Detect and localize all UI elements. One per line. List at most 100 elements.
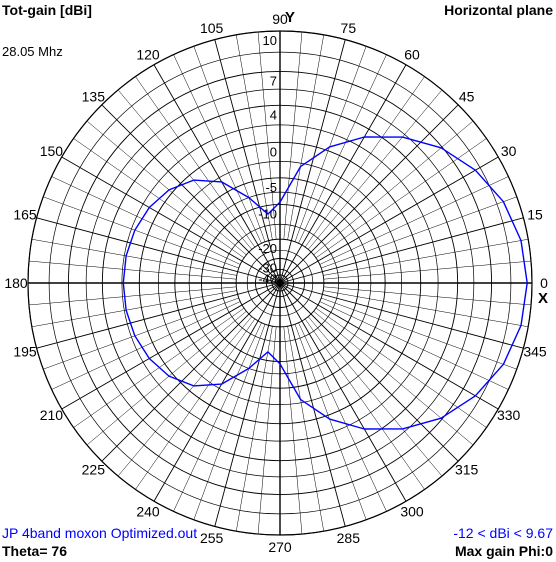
grid-spoke: [135, 76, 256, 248]
grid-spoke: [153, 282, 281, 502]
grid-spoke: [321, 297, 517, 370]
grid-spoke: [323, 286, 532, 306]
grid-spoke: [28, 260, 237, 280]
grid-spoke: [313, 120, 474, 255]
grid-spoke: [283, 326, 303, 535]
plot-title: Tot-gain [dBi]: [2, 2, 92, 18]
grid-spoke: [31, 238, 237, 276]
grid-spoke: [313, 311, 474, 446]
grid-spoke: [153, 64, 281, 284]
grid-spoke: [135, 318, 256, 490]
grid-spoke: [279, 282, 407, 502]
grid-spoke: [51, 176, 241, 265]
gain-range: -12 < dBi < 9.67: [453, 525, 553, 541]
grid-spoke: [117, 316, 252, 477]
angle-label-105: 105: [200, 20, 224, 36]
grid-spoke: [319, 176, 509, 265]
grid-spoke: [173, 322, 262, 512]
grid-spoke: [319, 301, 509, 390]
grid-spoke: [61, 282, 281, 410]
grid-spoke: [173, 54, 262, 244]
grid-spoke: [28, 286, 237, 306]
angle-label-255: 255: [200, 530, 224, 546]
angle-label-45: 45: [459, 88, 475, 104]
grid-spoke: [304, 318, 425, 490]
angle-label-165: 165: [13, 207, 37, 223]
grid-spoke: [294, 46, 367, 242]
radial-label-0: 0: [270, 144, 277, 159]
angle-label-195: 195: [13, 343, 37, 359]
x-axis-letter: X: [538, 290, 548, 307]
radiation-pattern: [122, 136, 528, 430]
grid-spoke: [321, 196, 517, 269]
grid-spoke: [279, 282, 524, 349]
angle-label-270: 270: [268, 539, 292, 555]
grid-spoke: [235, 326, 273, 532]
grid-spoke: [294, 324, 367, 520]
grid-spoke: [279, 64, 407, 284]
grid-spoke: [283, 31, 303, 240]
angle-label-120: 120: [136, 46, 160, 62]
grid-spoke: [279, 282, 459, 462]
grid-spoke: [36, 282, 281, 349]
grid-spoke: [101, 104, 281, 284]
grid-spoke: [323, 290, 529, 328]
angle-label-210: 210: [40, 407, 64, 423]
angle-label-90: 90: [272, 11, 288, 27]
grid-spoke: [323, 260, 532, 280]
angle-label-135: 135: [82, 88, 106, 104]
angle-label-315: 315: [455, 462, 479, 478]
grid-spoke: [279, 282, 499, 410]
radial-label-4: 4: [270, 107, 277, 122]
grid-spoke: [287, 34, 325, 240]
grid-spoke: [43, 297, 239, 370]
grid-spoke: [308, 89, 443, 250]
grid-spoke: [279, 156, 499, 284]
max-gain-label: Max gain Phi:0: [454, 543, 553, 559]
grid-spoke: [61, 156, 281, 284]
angle-label-15: 15: [527, 207, 543, 223]
grid-spoke: [323, 238, 529, 276]
radial-label--20: -20: [258, 241, 277, 256]
grid-spoke: [298, 322, 387, 512]
angle-label-75: 75: [341, 20, 357, 36]
grid-spoke: [308, 316, 443, 477]
grid-spoke: [193, 324, 266, 520]
grid-spoke: [298, 54, 387, 244]
grid-spoke: [304, 76, 425, 248]
radial-label--40: -40: [258, 271, 277, 286]
grid-spoke: [235, 34, 273, 240]
angle-label-300: 300: [400, 504, 424, 520]
grid-spoke: [101, 282, 281, 462]
grid-spoke: [257, 31, 277, 240]
grid-spoke: [117, 89, 252, 250]
plane-label: Horizontal plane: [444, 2, 553, 18]
file-name: JP 4band moxon Optimized.out: [2, 525, 198, 541]
grid-spoke: [257, 326, 277, 535]
grid-spoke: [279, 217, 524, 284]
angle-label-345: 345: [523, 343, 547, 359]
grid-spoke: [279, 282, 346, 527]
grid-spoke: [279, 104, 459, 284]
angle-label-0: 0: [540, 275, 548, 291]
grid-spoke: [51, 301, 241, 390]
grid-spoke: [43, 196, 239, 269]
y-axis-letter: Y: [285, 9, 295, 26]
angle-label-60: 60: [404, 46, 420, 62]
theta-label: Theta= 76: [2, 543, 67, 559]
angle-label-330: 330: [497, 407, 521, 423]
grid-spoke: [36, 217, 281, 284]
grid-spoke: [86, 311, 247, 446]
angle-label-180: 180: [4, 275, 28, 291]
angle-label-225: 225: [82, 462, 106, 478]
grid-spoke: [86, 120, 247, 255]
angle-label-240: 240: [136, 504, 160, 520]
grid-spoke: [287, 326, 325, 532]
radial-label-10: 10: [263, 33, 277, 48]
angle-label-30: 30: [501, 143, 517, 159]
radial-label-7: 7: [270, 73, 277, 88]
grid-spoke: [214, 282, 281, 527]
grid-spoke: [279, 39, 346, 284]
grid-spoke: [31, 290, 237, 328]
